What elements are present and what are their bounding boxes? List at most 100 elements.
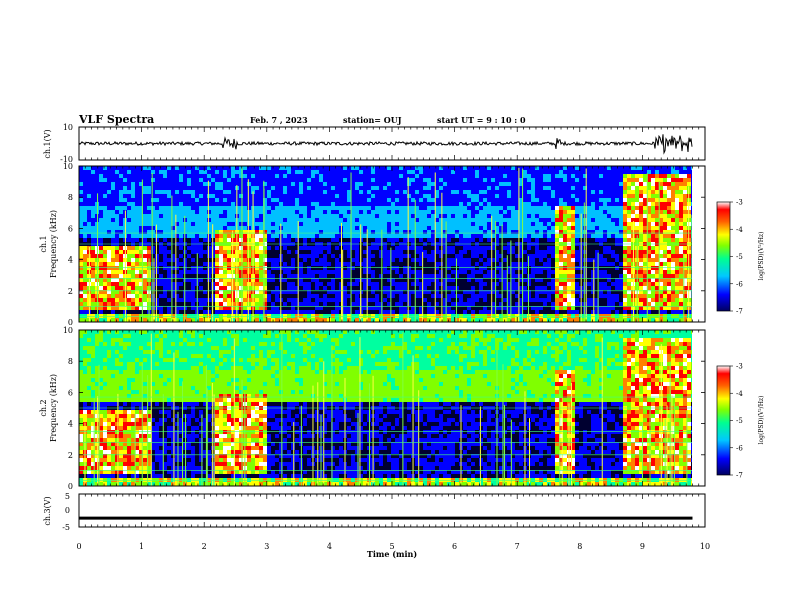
spectrogram-cell	[435, 202, 439, 206]
spectrogram-cell	[571, 246, 575, 250]
spectrogram-cell	[655, 198, 659, 202]
spectrogram-cell	[495, 314, 499, 318]
spectrogram-cell	[83, 214, 87, 218]
spectrogram-cell	[383, 218, 387, 222]
spectrogram-cell	[647, 226, 651, 230]
spectrogram-cell	[575, 250, 579, 254]
spectrogram-cell	[171, 222, 175, 226]
spectrogram-cell	[511, 274, 515, 278]
spectrogram-cell	[435, 218, 439, 222]
spectrogram-cell	[215, 302, 219, 306]
spectrogram-cell	[143, 230, 147, 234]
spectrogram-cell	[503, 258, 507, 262]
spectrogram-cell	[227, 170, 231, 174]
spectrogram-cell	[327, 190, 331, 194]
spectrogram-cell	[267, 202, 271, 206]
spectrogram-cell	[535, 254, 539, 258]
spectrogram-cell	[535, 206, 539, 210]
spectrogram-cell	[263, 178, 267, 182]
spectrogram-cell	[175, 262, 179, 266]
spectrogram-cell	[163, 202, 167, 206]
spectrogram-cell	[259, 182, 263, 186]
spectrogram-cell	[547, 218, 551, 222]
spectrogram-cell	[295, 198, 299, 202]
spectrogram-cell	[295, 182, 299, 186]
spectrogram-cell	[643, 250, 647, 254]
spectrogram-cell	[607, 214, 611, 218]
spectrogram-cell	[523, 234, 527, 238]
spectrogram-cell	[587, 230, 591, 234]
spectrogram-cell	[523, 278, 527, 282]
spectrogram-cell	[615, 238, 619, 242]
spectrogram-cell	[627, 314, 631, 318]
spectrogram-cell	[515, 170, 519, 174]
spectrogram-cell	[507, 198, 511, 202]
spectrogram-cell	[595, 314, 599, 318]
spectrogram-cell	[427, 174, 431, 178]
spectrogram-cell	[371, 270, 375, 274]
spectrogram-cell	[467, 230, 471, 234]
spectrogram-cell	[219, 274, 223, 278]
spectrogram-cell	[467, 190, 471, 194]
spectrogram-cell	[627, 302, 631, 306]
spectrogram-cell	[147, 214, 151, 218]
spectrogram-cell	[347, 214, 351, 218]
spectrogram-cell	[355, 314, 359, 318]
spectrogram-cell	[403, 306, 407, 310]
spectrogram-cell	[403, 286, 407, 290]
spectrogram-cell	[503, 206, 507, 210]
spectrogram-cell	[487, 194, 491, 198]
spectrogram-cell	[543, 230, 547, 234]
spectrogram-cell	[383, 286, 387, 290]
spectrogram-cell	[411, 318, 415, 322]
spectrogram-cell	[583, 190, 587, 194]
spectrogram-cell	[379, 186, 383, 190]
spectrogram-cell	[435, 194, 439, 198]
spectrogram-cell	[399, 246, 403, 250]
spectrogram-cell	[467, 302, 471, 306]
spectrogram-cell	[571, 306, 575, 310]
spectrogram-cell	[207, 174, 211, 178]
spectrogram-cell	[295, 206, 299, 210]
spectrogram-cell	[423, 298, 427, 302]
spectrogram-cell	[587, 302, 591, 306]
spectrogram-cell	[315, 174, 319, 178]
spectrogram-cell	[147, 218, 151, 222]
spectrogram-cell	[455, 286, 459, 290]
spectrogram-cell	[323, 298, 327, 302]
spectrogram-cell	[427, 198, 431, 202]
spectrogram-cell	[503, 246, 507, 250]
spectrogram-cell	[83, 206, 87, 210]
spectrogram-cell	[387, 254, 391, 258]
spectrogram-cell	[423, 286, 427, 290]
spectrogram-cell	[607, 194, 611, 198]
spectrogram-cell	[371, 222, 375, 226]
spectrogram-cell	[611, 182, 615, 186]
spectrogram-cell	[355, 302, 359, 306]
spectrogram-cell	[159, 230, 163, 234]
spectrogram-cell	[351, 166, 355, 170]
spectrogram-cell	[199, 190, 203, 194]
spectrogram-cell	[523, 202, 527, 206]
spectrogram-cell	[227, 258, 231, 262]
spectrogram-cell	[455, 210, 459, 214]
spectrogram-cell	[651, 286, 655, 290]
spectrogram-cell	[159, 182, 163, 186]
spectrogram-cell	[139, 306, 143, 310]
spectrogram-cell	[447, 210, 451, 214]
spectrogram-cell	[575, 274, 579, 278]
spectrogram-cell	[319, 262, 323, 266]
spectrogram-cell	[315, 286, 319, 290]
spectrogram-cell	[575, 222, 579, 226]
spectrogram-cell	[291, 298, 295, 302]
spectrogram-cell	[99, 262, 103, 266]
spectrogram-cell	[103, 278, 107, 282]
spectrogram-cell	[143, 294, 147, 298]
spectrogram-cell	[623, 262, 627, 266]
spectrogram-cell	[643, 238, 647, 242]
spectrogram-cell	[459, 210, 463, 214]
spectrogram-cell	[103, 222, 107, 226]
spectrogram-cell	[255, 274, 259, 278]
spectrogram-cell	[239, 170, 243, 174]
spectrogram-cell	[119, 250, 123, 254]
